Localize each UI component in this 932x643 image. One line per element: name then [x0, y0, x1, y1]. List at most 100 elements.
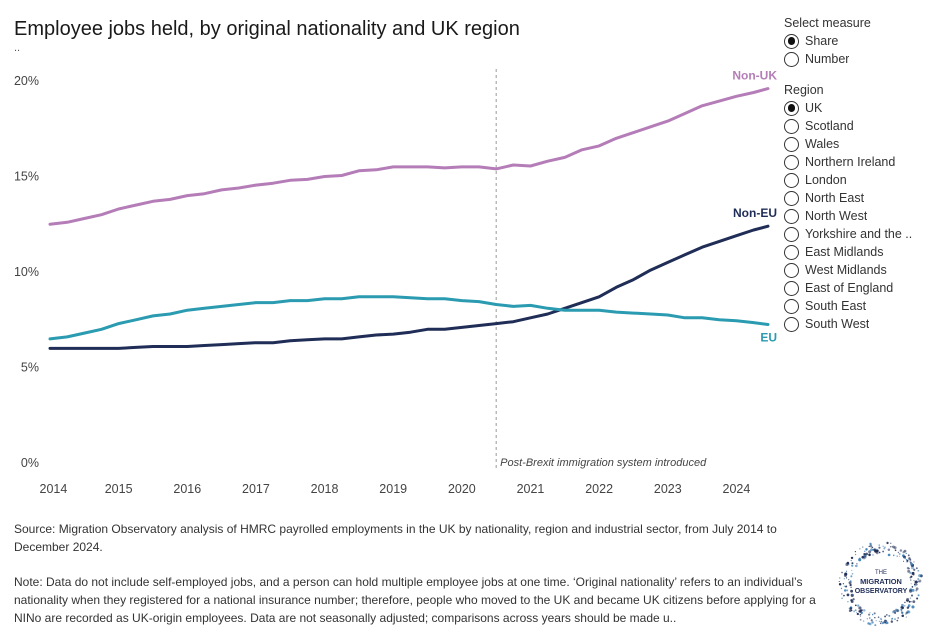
- x-tick-label: 2020: [448, 482, 476, 496]
- logo-dot: [903, 556, 906, 559]
- radio-icon[interactable]: [784, 280, 799, 296]
- series-line-non-eu: [48, 224, 770, 350]
- x-tick-label: 2016: [173, 482, 201, 496]
- logo-dot: [860, 611, 863, 615]
- radio-icon[interactable]: [784, 51, 799, 67]
- logo-dot: [878, 546, 881, 549]
- logo-dot: [901, 614, 905, 618]
- logo-dot: [850, 575, 853, 578]
- logo-dot: [906, 561, 908, 563]
- logo-dot: [862, 546, 864, 548]
- logo-dot: [838, 581, 840, 583]
- radio-icon[interactable]: [784, 154, 799, 170]
- logo-dot: [850, 556, 854, 560]
- logo-dot: [878, 551, 881, 554]
- logo-dot: [909, 560, 911, 562]
- radio-icon[interactable]: [784, 226, 799, 242]
- logo-dot: [838, 583, 842, 586]
- logo-dot: [849, 583, 852, 587]
- region-option-yorkshire-and-the[interactable]: Yorkshire and the ..: [784, 225, 929, 243]
- logo-dot: [878, 620, 881, 623]
- logo-dot: [845, 585, 848, 588]
- region-option-northern-ireland[interactable]: Northern Ireland: [784, 153, 929, 171]
- region-selector: Region UK Scotland Wales Northern Ireland Lo…: [784, 82, 929, 333]
- logo-dot: [904, 601, 906, 604]
- region-option-london[interactable]: London: [784, 171, 929, 189]
- region-option-label: East Midlands: [805, 245, 884, 259]
- y-tick-label: 15%: [14, 170, 39, 184]
- logo-dot: [891, 619, 893, 621]
- radio-icon[interactable]: [784, 172, 799, 188]
- series-line-eu: [48, 295, 770, 341]
- logo-dot: [877, 616, 880, 618]
- region-option-south-west[interactable]: South West: [784, 315, 929, 333]
- region-option-south-east[interactable]: South East: [784, 297, 929, 315]
- radio-icon[interactable]: [784, 244, 799, 260]
- radio-icon[interactable]: [784, 100, 799, 116]
- logo-dot: [870, 547, 872, 549]
- radio-icon[interactable]: [784, 208, 799, 224]
- logo-dot: [874, 616, 876, 619]
- logo-dot: [854, 551, 856, 553]
- region-option-east-of-england[interactable]: East of England: [784, 279, 929, 297]
- measure-option-number[interactable]: Number: [784, 50, 929, 68]
- logo-dot: [901, 612, 904, 614]
- logo-dot: [904, 558, 906, 560]
- logo-dot: [889, 545, 892, 548]
- radio-icon[interactable]: [784, 33, 799, 49]
- logo-dot: [911, 571, 915, 575]
- logo-dot: [843, 594, 845, 597]
- logo-dot: [890, 542, 892, 544]
- logo-dot: [915, 587, 919, 591]
- logo-dot: [880, 619, 883, 621]
- x-tick-label: 2014: [40, 482, 68, 496]
- logo-dot: [865, 548, 868, 551]
- x-tick-label: 2022: [585, 482, 613, 496]
- logo-dot: [866, 618, 868, 620]
- region-option-wales[interactable]: Wales: [784, 135, 929, 153]
- logo-dot: [899, 555, 901, 557]
- region-option-uk[interactable]: UK: [784, 99, 929, 117]
- logo-dot: [848, 609, 852, 613]
- region-option-north-east[interactable]: North East: [784, 189, 929, 207]
- measure-option-share[interactable]: Share: [784, 32, 929, 50]
- logo-dot: [842, 583, 845, 585]
- chart-title: Employee jobs held, by original national…: [14, 18, 520, 40]
- radio-icon[interactable]: [784, 190, 799, 206]
- region-option-scotland[interactable]: Scotland: [784, 117, 929, 135]
- radio-icon[interactable]: [784, 136, 799, 152]
- radio-icon[interactable]: [784, 298, 799, 314]
- logo-dot: [906, 606, 910, 609]
- logo-dot: [918, 579, 922, 583]
- logo-dot: [910, 583, 912, 585]
- logo-dot: [875, 551, 879, 555]
- region-option-east-midlands[interactable]: East Midlands: [784, 243, 929, 261]
- logo-dot: [911, 588, 915, 592]
- logo-dot: [878, 544, 880, 546]
- series-labels: Non-UK Non-EU EU: [732, 69, 777, 345]
- region-option-west-midlands[interactable]: West Midlands: [784, 261, 929, 279]
- logo-dot: [903, 549, 907, 553]
- logo-dot: [875, 620, 877, 622]
- logo-dot: [917, 569, 920, 572]
- logo-dot: [910, 575, 913, 578]
- migration-observatory-logo: THE MIGRATION OBSERVATORY: [838, 541, 923, 627]
- logo-dot: [901, 603, 904, 607]
- logo-dot: [911, 586, 914, 588]
- radio-icon[interactable]: [784, 262, 799, 278]
- logo-dot: [868, 617, 871, 619]
- region-option-north-west[interactable]: North West: [784, 207, 929, 225]
- logo-dot: [906, 601, 908, 603]
- logo-dot: [850, 586, 852, 589]
- logo-dot: [854, 604, 857, 607]
- logo-dot: [859, 613, 862, 616]
- radio-icon[interactable]: [784, 118, 799, 134]
- logo-dot: [906, 597, 910, 601]
- logo-dot: [885, 621, 889, 625]
- logo-dot: [902, 554, 905, 557]
- x-tick-label: 2023: [654, 482, 682, 496]
- logo-dot: [871, 546, 874, 549]
- radio-icon[interactable]: [784, 316, 799, 332]
- logo-dot: [903, 605, 906, 607]
